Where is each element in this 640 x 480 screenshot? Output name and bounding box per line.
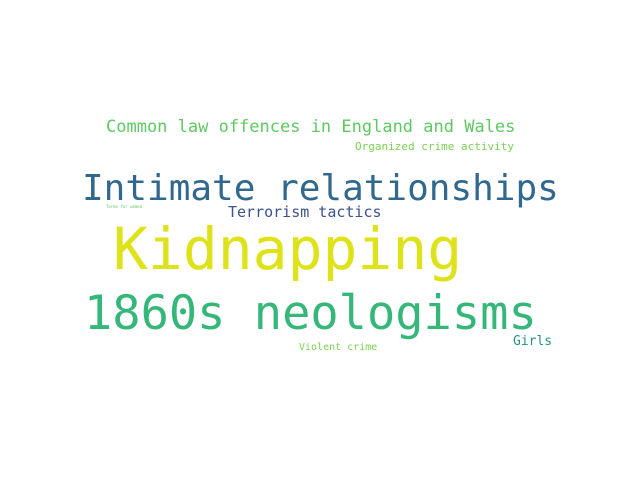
word-terrorism-tactics: Terrorism tactics (228, 203, 382, 221)
word-girls: Girls (513, 334, 553, 349)
word-violent-crime: Violent crime (299, 342, 378, 353)
word-1860s-neologisms: 1860s neologisms (84, 286, 537, 341)
word-kidnapping: Kidnapping (113, 215, 463, 283)
word-common-law-offences: Common law offences in England and Wales (106, 117, 516, 137)
word-terms-for-women: Terms for women (106, 204, 143, 209)
word-organized-crime: Organized crime activity (355, 140, 514, 153)
word-intimate-relationships: Intimate relationships (82, 168, 559, 209)
